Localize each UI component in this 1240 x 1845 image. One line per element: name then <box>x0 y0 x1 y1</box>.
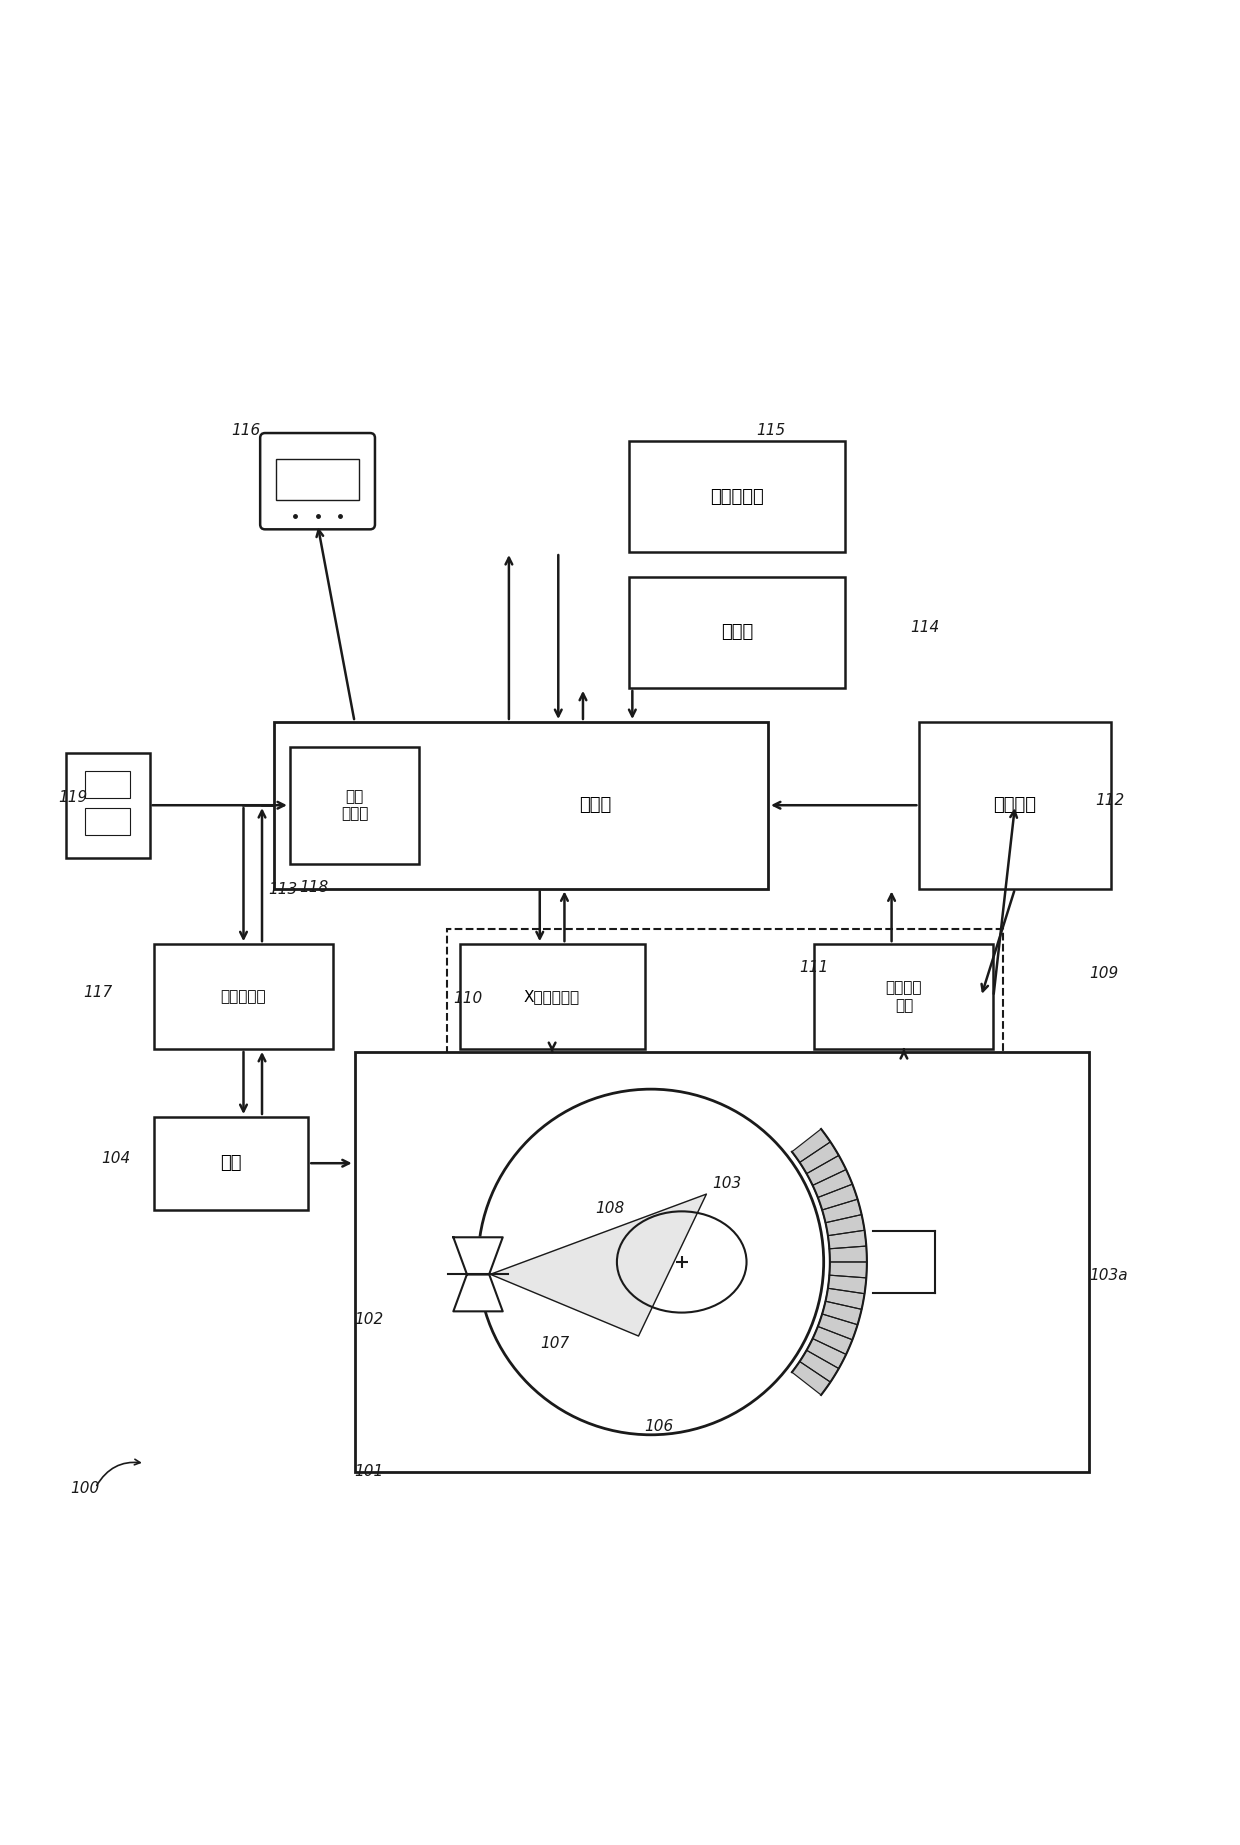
Polygon shape <box>792 1362 831 1395</box>
Text: 存储器: 存储器 <box>722 624 754 642</box>
Polygon shape <box>822 1301 862 1325</box>
Polygon shape <box>800 1351 838 1382</box>
Text: 103: 103 <box>713 1175 742 1190</box>
FancyBboxPatch shape <box>355 1052 1089 1472</box>
Text: 操作控制台: 操作控制台 <box>711 487 764 506</box>
Text: 100: 100 <box>71 1482 100 1496</box>
Text: 102: 102 <box>355 1312 384 1327</box>
Polygon shape <box>826 1288 864 1310</box>
Polygon shape <box>454 1238 502 1275</box>
FancyBboxPatch shape <box>154 1116 309 1210</box>
Text: 113: 113 <box>268 882 298 897</box>
Text: 103a: 103a <box>1089 1269 1127 1284</box>
Polygon shape <box>806 1339 846 1369</box>
Text: X射线控制器: X射线控制器 <box>525 989 580 1004</box>
FancyBboxPatch shape <box>86 771 130 797</box>
Polygon shape <box>818 1184 858 1210</box>
Text: 111: 111 <box>799 959 828 974</box>
Polygon shape <box>826 1214 864 1236</box>
Text: 床台: 床台 <box>221 1155 242 1172</box>
FancyBboxPatch shape <box>277 459 358 500</box>
FancyBboxPatch shape <box>919 721 1111 889</box>
Text: 104: 104 <box>102 1151 130 1166</box>
Polygon shape <box>806 1155 846 1184</box>
FancyBboxPatch shape <box>154 945 334 1050</box>
Text: 118: 118 <box>299 880 329 895</box>
Polygon shape <box>830 1245 867 1262</box>
Polygon shape <box>800 1142 838 1173</box>
FancyBboxPatch shape <box>629 441 846 552</box>
Text: 106: 106 <box>645 1419 673 1434</box>
Text: 运动控制器: 运动控制器 <box>221 989 267 1004</box>
FancyBboxPatch shape <box>260 434 374 530</box>
Text: 119: 119 <box>58 790 88 804</box>
FancyBboxPatch shape <box>460 945 645 1050</box>
Polygon shape <box>792 1129 831 1162</box>
Text: 图像重建: 图像重建 <box>993 797 1037 814</box>
Text: 107: 107 <box>539 1336 569 1351</box>
Text: 112: 112 <box>1095 793 1125 808</box>
FancyBboxPatch shape <box>274 721 768 889</box>
FancyBboxPatch shape <box>86 808 130 834</box>
FancyBboxPatch shape <box>629 577 846 688</box>
Polygon shape <box>830 1262 867 1279</box>
Polygon shape <box>822 1199 862 1223</box>
Polygon shape <box>812 1170 852 1197</box>
Text: 115: 115 <box>756 423 785 437</box>
Text: 介质
读取器: 介质 读取器 <box>341 790 368 821</box>
FancyBboxPatch shape <box>815 945 993 1050</box>
Text: 116: 116 <box>231 423 260 437</box>
Polygon shape <box>818 1314 858 1339</box>
Text: 114: 114 <box>910 620 940 635</box>
Text: 110: 110 <box>454 991 482 1006</box>
Text: 计算机: 计算机 <box>579 797 611 814</box>
Text: 101: 101 <box>355 1463 384 1478</box>
Text: 117: 117 <box>83 985 113 1000</box>
Text: 109: 109 <box>1089 967 1118 982</box>
Polygon shape <box>812 1327 852 1354</box>
Polygon shape <box>490 1194 707 1336</box>
FancyBboxPatch shape <box>66 753 150 858</box>
Polygon shape <box>828 1231 867 1249</box>
Polygon shape <box>828 1275 867 1293</box>
Text: 数据采集
系统: 数据采集 系统 <box>885 980 923 1013</box>
FancyBboxPatch shape <box>290 747 419 863</box>
Polygon shape <box>454 1275 502 1312</box>
Text: 108: 108 <box>595 1201 625 1216</box>
